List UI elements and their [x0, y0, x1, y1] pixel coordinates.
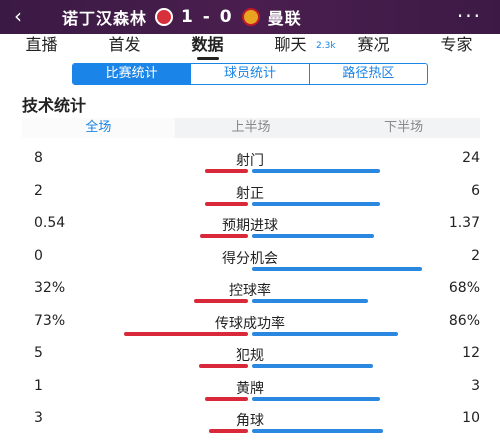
- away-team-logo: [241, 8, 260, 26]
- stat-label: 得分机会: [222, 250, 278, 267]
- stat-row: 1 黄牌 3: [0, 378, 500, 408]
- stat-row: 32% 控球率 68%: [0, 280, 500, 310]
- stat-home-value: 2: [34, 182, 43, 199]
- stat-home-value: 73%: [34, 312, 66, 329]
- period-second-half[interactable]: 下半场: [384, 120, 424, 135]
- stat-label: 射门: [236, 153, 264, 169]
- stat-row: 3 角球 10: [0, 410, 500, 440]
- match-score: 1 - 0: [181, 7, 234, 27]
- stat-away-value: 6: [471, 182, 480, 199]
- stat-away-value: 86%: [448, 312, 480, 329]
- stat-home-bar: [205, 396, 248, 401]
- stat-away-value: 2: [471, 247, 480, 264]
- stats-type-switch: 比赛统计 球员统计 路径热区: [72, 63, 428, 85]
- section-title: 技术统计: [22, 96, 87, 115]
- tab-expert[interactable]: 专家: [415, 34, 498, 60]
- stat-home-value: 32%: [34, 280, 66, 296]
- stat-home-bar: [199, 364, 248, 368]
- stat-away-bar: [252, 266, 422, 271]
- stat-home-value: 3: [34, 410, 43, 426]
- tab-label: 聊天: [274, 35, 307, 54]
- stat-away-bar: [252, 169, 380, 173]
- tab-label: 直播: [25, 35, 58, 54]
- stat-label: 犯规: [236, 348, 264, 364]
- stat-home-value: 0: [34, 247, 43, 264]
- stat-home-bar: [209, 429, 248, 433]
- stat-label: 传球成功率: [215, 315, 285, 332]
- stat-row: 5 犯规 12: [0, 345, 500, 375]
- stat-away-value: 1.37: [448, 215, 480, 231]
- stat-label: 控球率: [229, 283, 271, 299]
- tab-lineup[interactable]: 首发: [83, 34, 166, 60]
- tab-live[interactable]: 直播: [0, 34, 83, 60]
- stat-row: 0 得分机会 2: [0, 248, 500, 278]
- chat-count-badge: 2.3k: [316, 41, 336, 51]
- more-icon[interactable]: ···: [456, 4, 482, 28]
- tab-label: 赛况: [357, 35, 390, 54]
- period-first-half[interactable]: 上半场: [231, 120, 271, 135]
- subtab-player-stats[interactable]: 球员统计: [191, 64, 310, 84]
- tab-report[interactable]: 赛况: [332, 34, 415, 60]
- period-full[interactable]: 全场: [22, 118, 175, 138]
- stat-away-bar: [252, 429, 383, 433]
- stat-away-bar: [252, 201, 380, 206]
- tab-label: 专家: [440, 35, 473, 54]
- stat-away-bar: [252, 396, 380, 401]
- stat-home-value: 8: [34, 150, 43, 166]
- stat-home-bar: [124, 331, 248, 336]
- stat-home-bar: [205, 201, 248, 206]
- match-header: ‹ 诺丁汉森林 1 - 0 曼联 ···: [0, 0, 500, 34]
- stat-label: 角球: [236, 413, 264, 429]
- stat-away-bar: [252, 234, 374, 238]
- match-info: 诺丁汉森林 1 - 0 曼联: [62, 0, 302, 34]
- stat-away-value: 10: [462, 410, 480, 426]
- stat-away-value: 68%: [448, 280, 480, 296]
- stat-away-bar: [252, 299, 368, 303]
- stat-home-bar: [200, 234, 248, 238]
- stat-away-bar: [252, 331, 398, 336]
- stat-away-value: 24: [462, 150, 480, 166]
- chevron-left-icon[interactable]: ‹: [14, 4, 22, 28]
- subtab-heatmap[interactable]: 路径热区: [342, 66, 395, 81]
- stat-row: 8 射门 24: [0, 150, 500, 180]
- tab-chat[interactable]: 聊天 2.3k: [249, 34, 335, 60]
- stat-row: 73% 传球成功率 86%: [0, 313, 500, 343]
- away-team-name: 曼联: [267, 9, 302, 28]
- stat-home-value: 0.54: [34, 215, 66, 231]
- stat-away-value: 12: [462, 345, 480, 361]
- stat-home-bar: [194, 299, 248, 303]
- stat-label: 黄牌: [236, 380, 264, 397]
- main-tabs: 直播 首发 数据 聊天 2.3k 赛况 专家: [0, 34, 500, 60]
- home-team-logo: [155, 8, 174, 26]
- stat-home-bar: [205, 169, 248, 173]
- stat-label: 射正: [236, 185, 264, 202]
- stat-away-bar: [252, 364, 373, 368]
- stat-row: 2 射正 6: [0, 183, 500, 213]
- tab-label: 首发: [108, 35, 141, 54]
- stat-away-value: 3: [471, 377, 480, 394]
- period-switch: 全场 上半场 下半场: [22, 118, 480, 138]
- tab-data[interactable]: 数据: [166, 34, 249, 60]
- subtab-match-stats[interactable]: 比赛统计: [73, 64, 192, 84]
- stat-row: 0.54 预期进球 1.37: [0, 215, 500, 245]
- tab-label: 数据: [191, 35, 224, 54]
- stat-home-value: 5: [34, 345, 43, 361]
- stat-label: 预期进球: [222, 218, 278, 234]
- stat-home-value: 1: [34, 377, 43, 394]
- home-team-name: 诺丁汉森林: [62, 9, 148, 28]
